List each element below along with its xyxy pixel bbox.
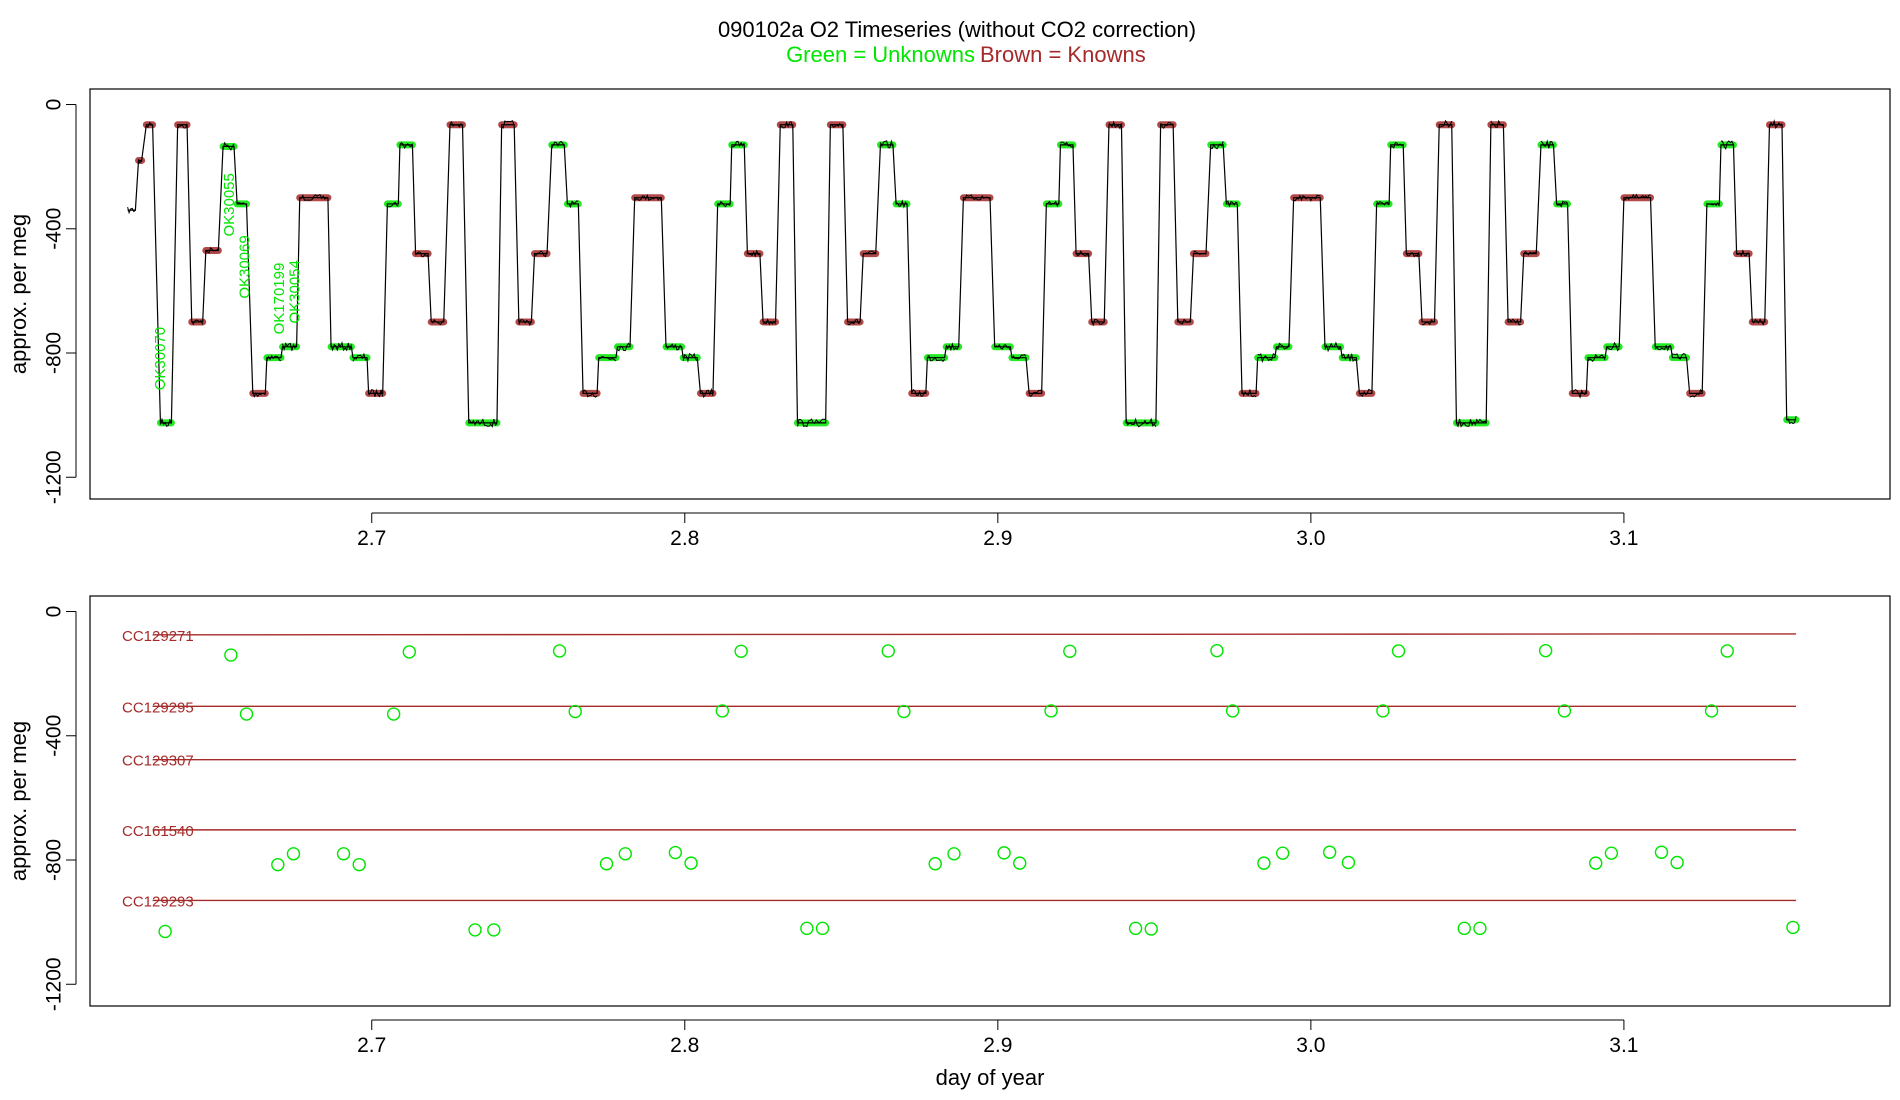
unknown-point	[568, 704, 582, 719]
unknown-point	[1557, 704, 1572, 718]
x-tick-label: 2.9	[983, 527, 1012, 550]
unknown-point	[1144, 922, 1158, 936]
sample-annotation: OK30070	[152, 327, 169, 390]
unknown-point	[599, 857, 614, 871]
subtitle-green: Green = Unknowns	[786, 42, 975, 67]
x-tick-label: 2.7	[357, 527, 386, 550]
unknown-point	[1210, 643, 1224, 658]
unknown-point	[336, 847, 351, 861]
y-tick-label: -1200	[43, 450, 66, 504]
y-tick-label: -400	[43, 208, 66, 250]
unknown-point	[1063, 644, 1077, 658]
unknown-point	[1044, 704, 1058, 718]
chart-title: 090102a O2 Timeseries (without CO2 corre…	[718, 17, 1196, 42]
y-tick-label: -800	[43, 332, 66, 374]
unknown-point	[224, 648, 238, 662]
unknown-point	[1322, 845, 1337, 859]
known-reference-label: CC129271	[122, 628, 194, 645]
unknown-point	[1376, 704, 1390, 718]
unknown-point	[947, 847, 961, 861]
unknown-point	[1257, 856, 1271, 870]
known-reference-label: CC161540	[122, 823, 194, 840]
x-tick-label: 3.1	[1609, 527, 1638, 550]
chart-subtitle: Green = Unknowns Brown = Knowns	[786, 42, 1146, 67]
known-reference-line	[152, 633, 1797, 636]
unknown-point	[1704, 704, 1719, 718]
unknown-point	[1538, 643, 1553, 658]
unknown-point	[668, 845, 683, 860]
unknown-point	[1604, 846, 1619, 860]
unknown-point	[286, 847, 301, 861]
unknown-point	[1720, 644, 1734, 658]
unknown-point	[402, 645, 417, 659]
subtitle-brown: Brown = Knowns	[980, 42, 1146, 67]
x-tick-label: 2.7	[357, 1034, 386, 1057]
unknown-point	[1786, 920, 1800, 935]
unknown-point	[897, 704, 911, 719]
unknown-point	[1473, 921, 1487, 936]
unknown-point	[734, 644, 748, 658]
sample-annotation: OK170199	[271, 263, 288, 335]
x-axis-label: day of year	[936, 1065, 1045, 1090]
sample-annotation: OK30055	[221, 173, 238, 236]
y-tick-label: 0	[43, 99, 66, 111]
unknown-point	[352, 857, 366, 872]
unknown-point	[815, 921, 830, 936]
unknown-point	[468, 923, 482, 937]
y-tick-label: 0	[43, 606, 66, 618]
x-tick-label: 2.8	[670, 1034, 699, 1057]
y-axis-label: approx. per meg	[6, 214, 31, 374]
plot-frame	[89, 88, 1891, 500]
sample-annotation: OK30054	[287, 260, 304, 323]
x-tick-label: 3.1	[1609, 1034, 1638, 1057]
unknown-point	[684, 856, 698, 870]
sample-annotation: OK30069	[237, 235, 254, 298]
unknown-point	[1457, 921, 1471, 936]
unknown-point	[1654, 845, 1669, 859]
unknown-point	[997, 846, 1011, 860]
unknown-point	[552, 644, 567, 658]
unknown-point	[1013, 856, 1027, 870]
unknown-point	[239, 707, 254, 721]
y-tick-label: -1200	[43, 957, 66, 1011]
unknown-point	[881, 644, 895, 658]
o2-trace-line	[127, 124, 1797, 424]
y-tick-label: -400	[43, 715, 66, 757]
x-tick-label: 2.9	[983, 1034, 1012, 1057]
x-tick-label: 3.0	[1296, 527, 1325, 550]
unknown-point	[1670, 855, 1684, 870]
unknown-point	[618, 847, 633, 861]
unknown-point	[715, 704, 730, 718]
y-axis-label: approx. per meg	[6, 721, 31, 881]
unknown-point	[1275, 846, 1290, 860]
unknown-point	[1341, 855, 1356, 870]
unknown-point	[158, 924, 172, 939]
unknown-point	[1589, 856, 1603, 870]
o2-trace-noise	[127, 119, 1797, 428]
unknown-point	[928, 857, 942, 871]
unknown-point	[386, 707, 401, 721]
unknown-point	[1391, 644, 1406, 658]
unknown-point	[1225, 704, 1240, 718]
unknown-point	[271, 857, 285, 872]
x-tick-label: 3.0	[1296, 1034, 1325, 1057]
unknown-point	[487, 923, 501, 937]
unknown-point	[1128, 921, 1143, 936]
x-tick-label: 2.8	[670, 527, 699, 550]
known-reference-label: CC129293	[122, 893, 194, 910]
known-reference-label: CC129307	[122, 753, 194, 770]
y-tick-label: -800	[43, 839, 66, 881]
unknown-point	[800, 921, 814, 936]
knowns-panel: 0 -400 -800 -1200 approx. per meg 2.7 2.8 2.9 3.…	[6, 595, 1891, 1090]
plot-frame	[89, 595, 1891, 1007]
known-reference-label: CC129295	[122, 699, 194, 716]
timeseries-panel: 0 -400 -800 -1200 approx. per meg 2.7 2.8 2.9 3.…	[6, 88, 1891, 550]
